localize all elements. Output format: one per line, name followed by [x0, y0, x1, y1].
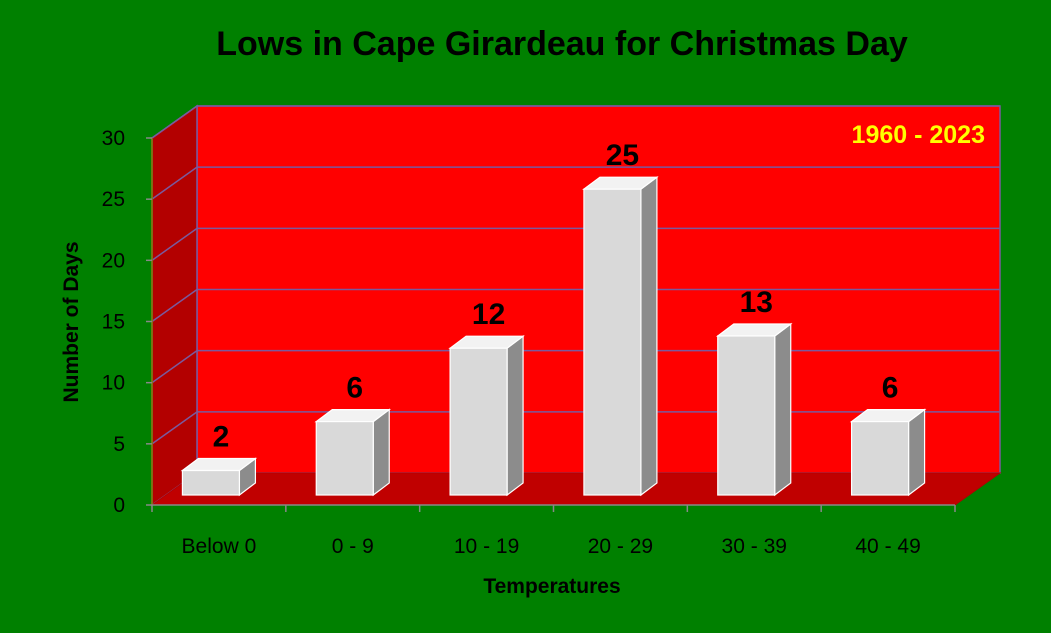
bar-side	[774, 322, 792, 497]
y-tick-label: 30	[102, 127, 125, 150]
bar	[448, 335, 525, 497]
bar	[582, 175, 659, 497]
data-label: 2	[213, 421, 230, 454]
data-label: 25	[606, 139, 639, 172]
chart-title: Lows in Cape Girardeau for Christmas Day	[216, 25, 908, 63]
x-tick-label: 0 - 9	[332, 535, 374, 558]
gridline	[151, 105, 1000, 139]
bar	[849, 408, 927, 497]
year-range-annotation: 1960 - 2023	[852, 121, 985, 149]
y-axis-title: Number of Days	[60, 241, 83, 402]
bar-side	[372, 408, 390, 497]
bar-front	[181, 469, 241, 496]
x-tick-label: 40 - 49	[855, 535, 920, 558]
x-tick-label: 10 - 19	[454, 535, 519, 558]
bar-side	[907, 408, 926, 497]
y-tick-labels: 0 5 10 15 20 25 30	[102, 127, 152, 517]
data-label: 6	[346, 372, 363, 405]
data-label: 13	[740, 286, 773, 319]
y-tick-label: 25	[102, 188, 125, 211]
bar-front	[717, 335, 776, 496]
bar-front	[449, 347, 508, 496]
gridline	[151, 288, 1000, 323]
y-tick-label: 10	[102, 372, 125, 395]
bar-front	[583, 188, 642, 496]
y-tick-label: 20	[102, 249, 125, 272]
bar-front	[315, 421, 374, 496]
y-tick-label: 5	[113, 433, 125, 456]
x-tick-label: 20 - 29	[588, 535, 653, 558]
gridline	[151, 166, 1000, 200]
data-label: 6	[882, 372, 899, 405]
y-tick-label: 0	[113, 494, 125, 517]
bar	[314, 408, 392, 497]
bar-side	[506, 335, 524, 497]
data-labels: 2 6 12 25 13 6	[213, 139, 899, 453]
x-tick-labels: Below 0 0 - 9 10 - 19 20 - 29 30 - 39 40 - 49	[151, 505, 956, 558]
bar-side	[640, 175, 658, 497]
gridline	[151, 227, 1000, 261]
data-label: 12	[472, 298, 505, 331]
x-axis-title: Temperatures	[483, 575, 620, 598]
bars	[180, 175, 927, 497]
y-tick-label: 15	[102, 311, 125, 334]
bar	[715, 322, 793, 497]
bar-front	[850, 421, 910, 496]
x-tick-label: 30 - 39	[722, 535, 787, 558]
x-tick-label: Below 0	[182, 535, 257, 558]
bar	[180, 457, 258, 497]
